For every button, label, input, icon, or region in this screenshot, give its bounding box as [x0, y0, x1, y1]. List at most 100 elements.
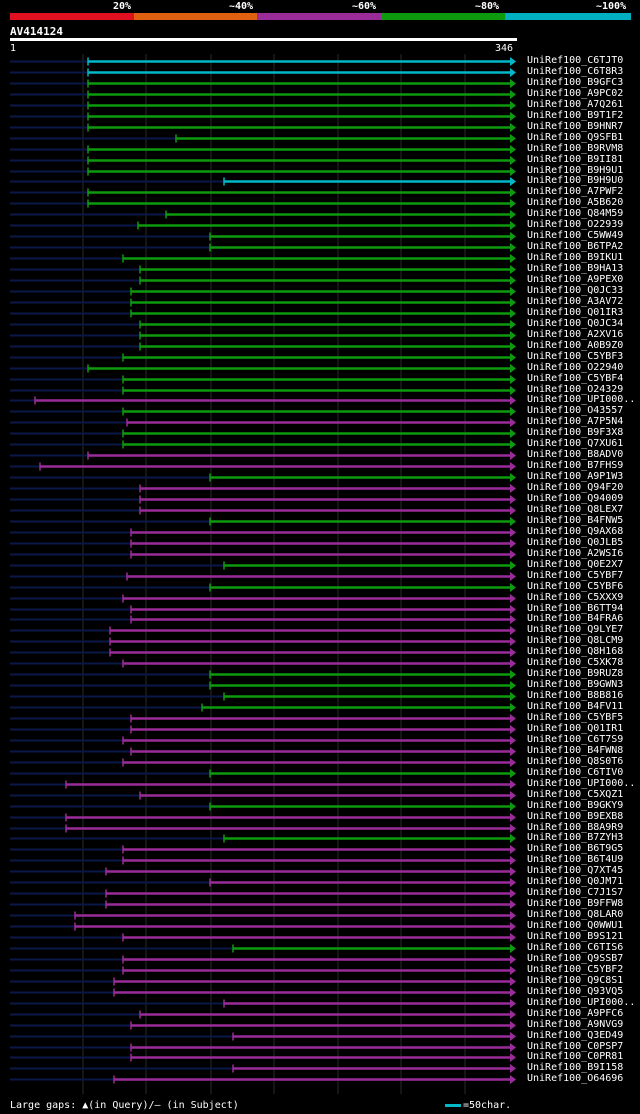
- hit-row[interactable]: UniRef100_C5YBF4: [0, 372, 640, 385]
- hit-name-link[interactable]: UniRef100_A3AV72: [527, 295, 624, 307]
- hit-row[interactable]: UniRef100_Q9LYE7: [0, 624, 640, 636]
- hit-row[interactable]: UniRef100_B9S121: [0, 931, 640, 943]
- hit-name-link[interactable]: UniRef100_B4FNW5: [527, 514, 624, 526]
- hit-name-link[interactable]: UniRef100_B6TT94: [527, 602, 624, 614]
- hit-row[interactable]: UniRef100_Q84M59: [0, 208, 640, 220]
- hit-name-link[interactable]: UniRef100_O43557: [527, 405, 624, 417]
- hit-row[interactable]: UniRef100_A0B9Z0: [0, 340, 640, 352]
- hit-row[interactable]: UniRef100_B9I158: [0, 1062, 640, 1074]
- hit-name-link[interactable]: UniRef100_C5YBF6: [527, 580, 624, 592]
- hit-name-link[interactable]: UniRef100_Q9SFB1: [527, 131, 624, 143]
- hit-name-link[interactable]: UniRef100_C5YBF4: [527, 372, 624, 384]
- hit-name-link[interactable]: UniRef100_Q7XT45: [527, 865, 624, 877]
- hit-row[interactable]: UniRef100_O24329: [0, 384, 640, 396]
- hit-row[interactable]: UniRef100_B7FHS9: [0, 460, 640, 472]
- hit-row[interactable]: UniRef100_Q0JM71: [0, 876, 640, 888]
- hit-row[interactable]: UniRef100_Q0JC34: [0, 317, 640, 330]
- hit-row[interactable]: UniRef100_Q9AX68: [0, 525, 640, 538]
- hit-name-link[interactable]: UniRef100_B9T1F2: [527, 109, 624, 121]
- hit-row[interactable]: UniRef100_B7ZYH3: [0, 832, 640, 844]
- hit-name-link[interactable]: UniRef100_B9II81: [527, 153, 624, 165]
- hit-row[interactable]: UniRef100_B6T4U9: [0, 854, 640, 866]
- hit-row[interactable]: UniRef100_B9HA13: [0, 263, 640, 275]
- hit-row[interactable]: UniRef100_B4FNW5: [0, 514, 640, 527]
- hit-row[interactable]: UniRef100_C5YBF2: [0, 963, 640, 976]
- hit-row[interactable]: UniRef100_C6TIV0: [0, 767, 640, 779]
- hit-name-link[interactable]: UniRef100_B4FV11: [527, 701, 624, 713]
- hit-name-link[interactable]: UniRef100_C6TIS6: [527, 941, 624, 953]
- hit-name-link[interactable]: UniRef100_C5WW49: [527, 230, 624, 242]
- hit-name-link[interactable]: UniRef100_B7FHS9: [527, 460, 624, 472]
- hit-name-link[interactable]: UniRef100_B9F3X8: [527, 427, 624, 439]
- hit-row[interactable]: UniRef100_Q94F20: [0, 482, 640, 494]
- hit-name-link[interactable]: UniRef100_Q0JM71: [527, 876, 624, 888]
- hit-name-link[interactable]: UniRef100_Q9SSB7: [527, 952, 624, 964]
- hit-row[interactable]: UniRef100_B6T9G5: [0, 843, 640, 855]
- hit-name-link[interactable]: UniRef100_Q0JLB5: [527, 536, 624, 548]
- hit-row[interactable]: UniRef100_UPI000..: [0, 996, 640, 1009]
- hit-name-link[interactable]: UniRef100_A2XV16: [527, 328, 624, 340]
- hit-name-link[interactable]: UniRef100_A7P5N4: [527, 416, 624, 428]
- hit-name-link[interactable]: UniRef100_Q8S0T6: [527, 755, 624, 767]
- hit-name-link[interactable]: UniRef100_Q0JC33: [527, 284, 624, 296]
- hit-row[interactable]: UniRef100_A9PEX0: [0, 274, 640, 286]
- hit-row[interactable]: UniRef100_A9NVG9: [0, 1019, 640, 1031]
- hit-name-link[interactable]: UniRef100_B9GKY9: [527, 799, 624, 811]
- hit-name-link[interactable]: UniRef100_B9FFW8: [527, 898, 624, 910]
- hit-row[interactable]: UniRef100_A7Q261: [0, 99, 640, 111]
- hit-name-link[interactable]: UniRef100_Q9AX68: [527, 525, 624, 537]
- hit-row[interactable]: UniRef100_C6T8R3: [0, 65, 640, 78]
- hit-row[interactable]: UniRef100_B4FRA6: [0, 613, 640, 625]
- hit-row[interactable]: UniRef100_A9PFC6: [0, 1008, 640, 1020]
- hit-name-link[interactable]: UniRef100_B9GWN3: [527, 679, 624, 691]
- hit-row[interactable]: UniRef100_B4FWN8: [0, 744, 640, 757]
- hit-row[interactable]: UniRef100_B9IKU1: [0, 252, 640, 264]
- hit-name-link[interactable]: UniRef100_Q93VQ5: [527, 985, 624, 997]
- hit-row[interactable]: UniRef100_C6TIS6: [0, 941, 640, 954]
- hit-row[interactable]: UniRef100_O22939: [0, 219, 640, 231]
- hit-row[interactable]: UniRef100_B9EXB8: [0, 811, 640, 823]
- hit-name-link[interactable]: UniRef100_B6T9G5: [527, 843, 624, 855]
- hit-row[interactable]: UniRef100_Q8H168: [0, 646, 640, 658]
- hit-row[interactable]: UniRef100_B8A9R9: [0, 822, 640, 834]
- hit-row[interactable]: UniRef100_C5XQZ1: [0, 789, 640, 801]
- hit-name-link[interactable]: UniRef100_Q0WWU1: [527, 920, 624, 932]
- hit-name-link[interactable]: UniRef100_Q01IR1: [527, 722, 624, 734]
- hit-name-link[interactable]: UniRef100_B7ZYH3: [527, 832, 624, 844]
- hit-row[interactable]: UniRef100_B9GKY9: [0, 799, 640, 812]
- hit-name-link[interactable]: UniRef100_A9PEX0: [527, 274, 624, 285]
- hit-row[interactable]: UniRef100_A5B620: [0, 197, 640, 209]
- hit-name-link[interactable]: UniRef100_C5YBF2: [527, 963, 624, 975]
- hit-name-link[interactable]: UniRef100_B4FWN8: [527, 744, 624, 756]
- hit-name-link[interactable]: UniRef100_Q3ED49: [527, 1029, 624, 1041]
- hit-row[interactable]: UniRef100_B6TPA2: [0, 241, 640, 253]
- hit-row[interactable]: UniRef100_B4FV11: [0, 701, 640, 713]
- hit-name-link[interactable]: UniRef100_Q01IR3: [527, 306, 624, 318]
- hit-name-link[interactable]: UniRef100_Q84M59: [527, 208, 624, 220]
- hit-name-link[interactable]: UniRef100_C6T8R3: [527, 65, 624, 77]
- hit-name-link[interactable]: UniRef100_B9RUZ8: [527, 668, 624, 680]
- hit-row[interactable]: UniRef100_O64696: [0, 1073, 640, 1085]
- hit-row[interactable]: UniRef100_A9P1W3: [0, 471, 640, 483]
- hit-row[interactable]: UniRef100_A9PC02: [0, 88, 640, 100]
- hit-row[interactable]: UniRef100_Q9SSB7: [0, 952, 640, 965]
- hit-row[interactable]: UniRef100_O43557: [0, 405, 640, 417]
- hit-row[interactable]: UniRef100_C5XK78: [0, 657, 640, 669]
- hit-row[interactable]: UniRef100_B9GFC3: [0, 77, 640, 89]
- hit-name-link[interactable]: UniRef100_Q0JC34: [527, 317, 624, 329]
- hit-row[interactable]: UniRef100_B9RVM8: [0, 143, 640, 155]
- hit-name-link[interactable]: UniRef100_B8B816: [527, 690, 624, 702]
- hit-name-link[interactable]: UniRef100_B6TPA2: [527, 241, 624, 253]
- hit-name-link[interactable]: UniRef100_B9H9U1: [527, 164, 624, 176]
- hit-name-link[interactable]: UniRef100_A5B620: [527, 197, 624, 209]
- hit-row[interactable]: UniRef100_Q01IR1: [0, 722, 640, 735]
- hit-name-link[interactable]: UniRef100_UPI000..: [527, 996, 636, 1008]
- hit-name-link[interactable]: UniRef100_Q8LCM9: [527, 635, 624, 647]
- hit-row[interactable]: UniRef100_O22940: [0, 362, 640, 374]
- hit-row[interactable]: UniRef100_Q3ED49: [0, 1029, 640, 1042]
- hit-row[interactable]: UniRef100_B6TT94: [0, 602, 640, 615]
- hit-row[interactable]: UniRef100_Q7XU61: [0, 438, 640, 450]
- hit-name-link[interactable]: UniRef100_Q9C8S1: [527, 974, 624, 986]
- hit-name-link[interactable]: UniRef100_B9HA13: [527, 263, 624, 275]
- hit-name-link[interactable]: UniRef100_Q94009: [527, 493, 624, 504]
